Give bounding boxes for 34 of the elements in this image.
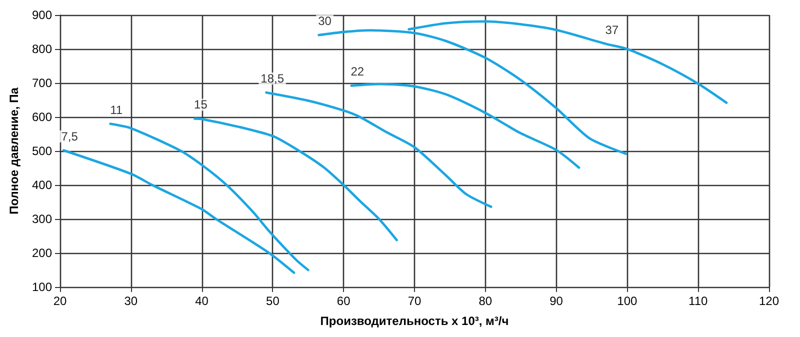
- x-axis-title: Производительность x 10³, м³/ч: [320, 314, 509, 328]
- x-tick-label: 90: [550, 294, 564, 308]
- annotation: 37: [605, 22, 619, 37]
- line-series: [62, 149, 296, 274]
- annotation: 22: [350, 64, 364, 79]
- x-tick-label: 20: [53, 294, 67, 308]
- x-tick-label: 70: [408, 294, 422, 308]
- y-tick-label: 100: [32, 280, 52, 294]
- y-tick-label: 500: [32, 144, 52, 158]
- x-tick-label: 60: [336, 294, 351, 308]
- y-tick-label: 400: [32, 178, 52, 192]
- x-tick-label: 110: [688, 294, 708, 308]
- annotation: 11: [110, 102, 123, 117]
- annotation: 18,5: [260, 72, 284, 86]
- annotation: 15: [194, 98, 208, 112]
- y-tick-label: 600: [32, 110, 52, 124]
- line-series: [265, 91, 492, 208]
- x-tick-label: 30: [124, 294, 138, 308]
- line-series: [350, 82, 580, 169]
- y-tick-label: 800: [32, 42, 52, 56]
- annotation: 30: [318, 14, 332, 28]
- y-tick-label: 900: [32, 8, 52, 22]
- y-tick-label: 200: [32, 246, 52, 260]
- annotation: 7,5: [61, 129, 78, 144]
- y-tick-label: 700: [32, 76, 52, 90]
- x-tick-label: 100: [617, 294, 638, 308]
- x-tick-label: 80: [478, 294, 492, 308]
- line-series: [194, 118, 398, 242]
- x-tick-label: 50: [266, 294, 280, 308]
- line-series: [109, 122, 310, 272]
- x-tick-label: 120: [758, 294, 780, 308]
- x-tick-label: 40: [195, 294, 209, 308]
- y-axis-title: Полное давление, Па: [7, 87, 21, 214]
- y-tick-label: 300: [32, 212, 52, 226]
